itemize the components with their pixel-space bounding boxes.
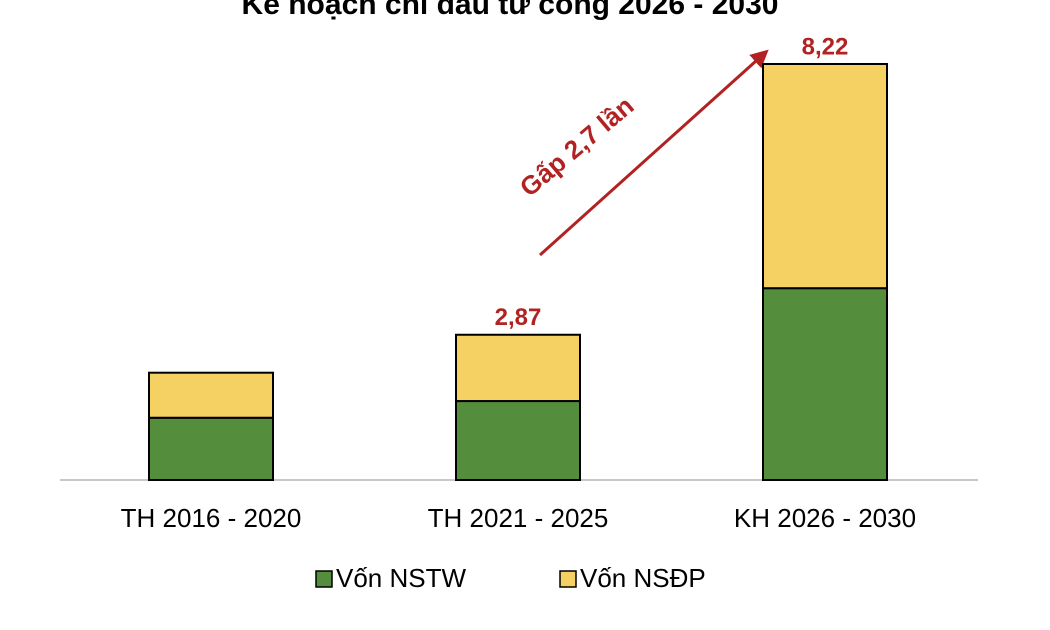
chart-title: Kế hoạch chi đầu tư công 2026 - 2030: [242, 0, 779, 21]
x-tick-label: TH 2021 - 2025: [428, 503, 609, 533]
annotation: Gấp 2,7 lần: [514, 90, 640, 202]
bar-segment: [455, 400, 581, 481]
x-tick-label: KH 2026 - 2030: [734, 503, 916, 533]
bar-segment: [762, 287, 888, 481]
legend-label: Vốn NSĐP: [580, 563, 706, 593]
total-label: 2,87: [495, 304, 542, 331]
total-label: 8,22: [802, 33, 849, 60]
legend-label: Vốn NSTW: [336, 563, 466, 593]
bar-segment: [148, 371, 274, 419]
legend-swatch: [315, 570, 333, 588]
legend-swatch: [559, 570, 577, 588]
x-tick-label: TH 2016 - 2020: [121, 503, 302, 533]
bar-segment: [455, 333, 581, 403]
bar-segment: [762, 63, 888, 290]
arrow: [538, 49, 769, 257]
bar-segment: [148, 416, 274, 482]
